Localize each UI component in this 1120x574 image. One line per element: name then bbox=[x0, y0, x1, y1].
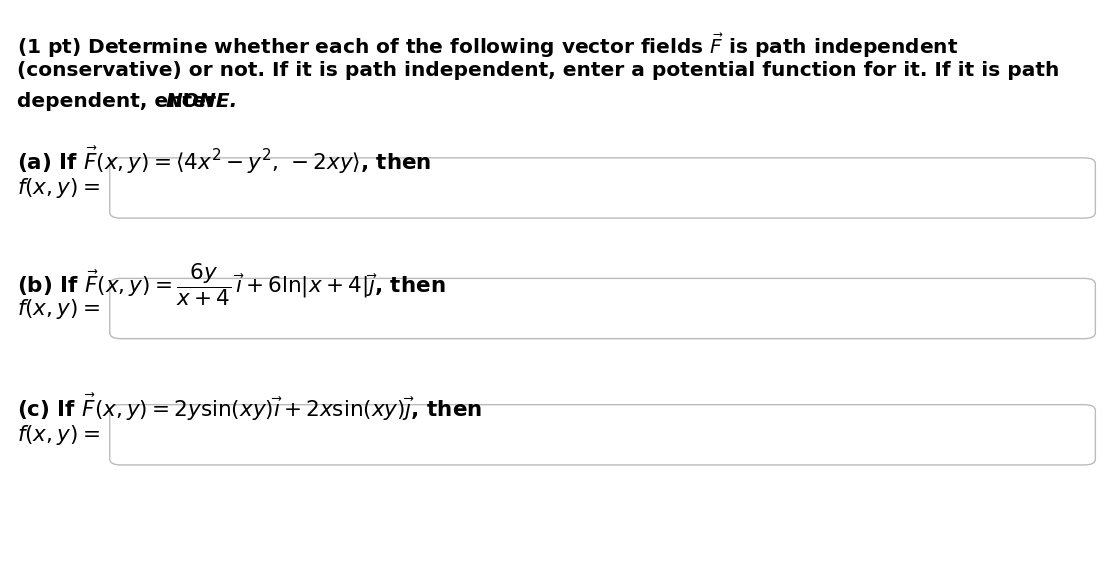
Text: $f(x, y) =$: $f(x, y) =$ bbox=[17, 176, 100, 200]
FancyBboxPatch shape bbox=[110, 158, 1095, 218]
FancyBboxPatch shape bbox=[110, 278, 1095, 339]
FancyBboxPatch shape bbox=[110, 405, 1095, 465]
Text: (1 pt) Determine whether each of the following vector fields $\vec{F}$ is path i: (1 pt) Determine whether each of the fol… bbox=[17, 32, 958, 60]
Text: NONE.: NONE. bbox=[166, 92, 239, 111]
Text: dependent, enter: dependent, enter bbox=[17, 92, 223, 111]
Text: (c) If $\vec{F}(x, y) = 2y\sin(xy)\vec{\imath} + 2x\sin(xy)\vec{\jmath}$, then: (c) If $\vec{F}(x, y) = 2y\sin(xy)\vec{\… bbox=[17, 391, 482, 422]
Text: (conservative) or not. If it is path independent, enter a potential function for: (conservative) or not. If it is path ind… bbox=[17, 61, 1060, 80]
Text: (b) If $\vec{F}(x, y) = \dfrac{6y}{x+4}\,\vec{\imath} + 6\ln|x + 4|\vec{\jmath}$: (b) If $\vec{F}(x, y) = \dfrac{6y}{x+4}\… bbox=[17, 261, 446, 308]
Text: (a) If $\vec{F}(x, y) = \langle 4x^2 - y^2,\,-2xy\rangle$, then: (a) If $\vec{F}(x, y) = \langle 4x^2 - y… bbox=[17, 145, 431, 176]
Text: $f(x, y) =$: $f(x, y) =$ bbox=[17, 423, 100, 447]
Text: $f(x, y) =$: $f(x, y) =$ bbox=[17, 297, 100, 321]
